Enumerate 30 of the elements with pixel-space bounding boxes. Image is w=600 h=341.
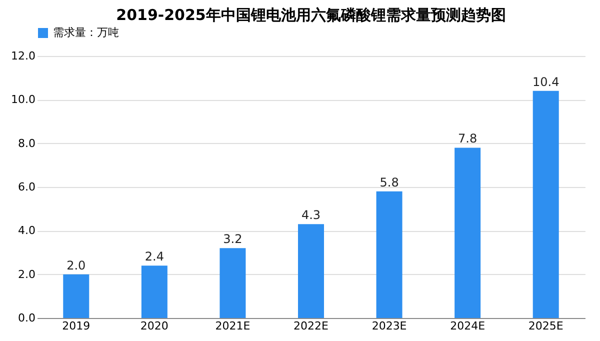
x-tick-label: 2025E <box>528 320 564 332</box>
data-label: 3.2 <box>223 232 242 246</box>
x-tick-label: 2023E <box>372 320 407 332</box>
data-label: 4.3 <box>301 208 321 222</box>
bar <box>454 148 481 318</box>
bar <box>376 191 402 318</box>
data-label: 10.4 <box>532 74 560 89</box>
bar <box>141 266 168 318</box>
x-tick-label: 2021E <box>215 320 250 332</box>
y-tick-label: 0.0 <box>18 312 36 324</box>
chart-title: 2019-2025年中国锂电池用六氟磷酸锂需求量预测趋势图 <box>116 6 506 24</box>
y-tick-label: 12.0 <box>11 50 36 62</box>
bar <box>220 248 246 318</box>
y-tick-label: 4.0 <box>18 224 36 238</box>
data-label: 2.4 <box>144 250 164 264</box>
y-tick-label: 8.0 <box>18 136 36 150</box>
bar <box>63 274 90 318</box>
data-label: 7.8 <box>458 132 478 146</box>
x-tick-label: 2020 <box>140 320 168 332</box>
bar <box>298 224 324 318</box>
bar <box>532 90 559 318</box>
legend-label: 需求量：万吨 <box>53 26 119 39</box>
y-tick-label: 2.0 <box>18 268 36 281</box>
data-label: 5.8 <box>380 175 399 190</box>
data-label: 2.0 <box>66 258 86 272</box>
x-tick-label: 2024E <box>450 320 486 332</box>
y-tick-label: 6.0 <box>18 180 36 194</box>
y-tick-label: 10.0 <box>11 93 36 106</box>
x-tick-label: 2022E <box>294 320 329 332</box>
x-tick-label: 2019 <box>62 320 90 332</box>
